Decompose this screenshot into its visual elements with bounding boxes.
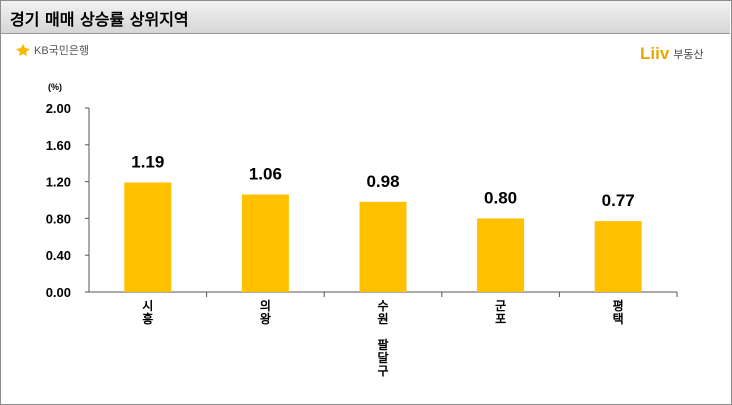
- kb-logo-text: KB국민은행: [34, 45, 90, 57]
- liiv-logo: Liiv 부동산: [640, 44, 704, 64]
- y-ticks: 0.00 0.40 0.80 1.20 1.60 2.00: [46, 101, 89, 300]
- title-bar: 경기 매매 상승률 상위지역: [1, 1, 730, 34]
- bars: [124, 182, 642, 292]
- bar: [359, 201, 407, 292]
- x-category-label: 원: [377, 312, 388, 326]
- x-category-label: 택: [613, 311, 624, 326]
- x-category-label: 왕: [260, 312, 271, 326]
- liiv-logo-word: Liiv: [640, 44, 670, 63]
- data-labels: 1.19 1.06 0.98 0.80 0.77: [131, 153, 634, 211]
- y-tick-label: 0.00: [46, 285, 71, 300]
- data-label: 1.06: [249, 164, 282, 183]
- x-category-label: 포: [495, 312, 506, 326]
- data-label: 0.98: [366, 172, 399, 191]
- data-label: 1.19: [131, 153, 164, 172]
- x-category-label: 수: [377, 299, 388, 313]
- y-tick-label: 1.60: [46, 138, 71, 153]
- liiv-logo-sub: 부동산: [673, 48, 704, 61]
- y-tick-label: 0.40: [46, 248, 71, 263]
- y-tick-label: 2.00: [46, 101, 71, 116]
- x-category-label: 평: [613, 299, 624, 313]
- bar: [241, 194, 289, 292]
- y-tick-label: 0.80: [46, 211, 71, 226]
- bar: [124, 182, 172, 292]
- kb-star-icon: [16, 44, 30, 56]
- x-category-label: 군: [495, 299, 506, 313]
- chart-title: 경기 매매 상승률 상위지역: [10, 10, 189, 29]
- unit-label: (%): [48, 82, 62, 92]
- x-category-label: 달: [377, 351, 388, 365]
- data-label: 0.80: [484, 188, 517, 207]
- bar: [477, 218, 525, 292]
- data-label: 0.77: [602, 191, 635, 210]
- x-category-label: 팔: [377, 337, 388, 352]
- kb-logo: KB국민은행: [16, 42, 89, 58]
- x-category-label: 구: [377, 364, 388, 378]
- x-category-label: 시: [142, 299, 153, 313]
- x-category-label: 의: [260, 298, 271, 313]
- y-tick-label: 1.20: [46, 175, 71, 190]
- bar: [594, 221, 642, 292]
- x-category-label: 흥: [142, 311, 153, 326]
